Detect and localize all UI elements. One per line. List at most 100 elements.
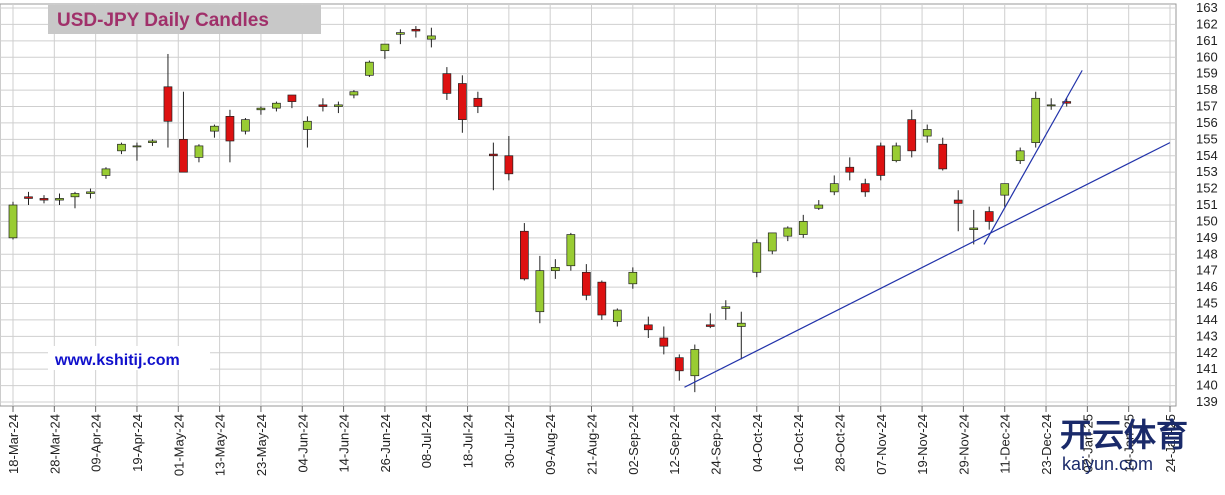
x-tick-label: 12-Sep-24 <box>667 414 682 475</box>
candle-body <box>520 230 529 280</box>
x-tick-label: 29-Nov-24 <box>956 414 971 475</box>
y-tick-label: 151 <box>1196 197 1218 212</box>
watermark-sub: kaiyun.com <box>1062 454 1153 474</box>
x-tick-label: 14-Jan-25 <box>1122 414 1137 473</box>
candle-body <box>1031 97 1041 143</box>
x-tick-label: 11-Dec-24 <box>998 414 1013 474</box>
x-tick-label: 14-Jun-24 <box>337 414 352 473</box>
candle-body <box>550 267 560 272</box>
watermark: 开云体育 <box>1060 417 1188 453</box>
candle-body <box>891 145 901 162</box>
y-tick-label: 162 <box>1196 16 1218 31</box>
x-tick-label: 23-Dec-24 <box>1039 414 1054 475</box>
plot <box>8 26 1171 393</box>
x-tick-label: 28-Oct-24 <box>832 414 847 472</box>
candle-body <box>907 119 917 152</box>
x-tick-label: 19-Apr-24 <box>130 414 145 472</box>
y-tick-label: 156 <box>1196 115 1218 130</box>
candle-body <box>504 155 514 175</box>
candle-body <box>845 166 855 173</box>
candle-body <box>489 153 498 157</box>
x-tick-label: 02-Sep-24 <box>626 414 641 475</box>
y-tick-label: 145 <box>1196 296 1218 311</box>
candle-body <box>411 28 421 32</box>
candle-body <box>241 119 250 132</box>
y-tick-label: 149 <box>1196 230 1218 245</box>
candle-body <box>938 143 948 170</box>
y-tick-label: 152 <box>1196 181 1218 196</box>
x-tick-label: 21-Aug-24 <box>585 414 600 475</box>
y-tick-label: 154 <box>1196 148 1218 163</box>
candle-body <box>736 322 746 327</box>
trend-line <box>684 142 1171 388</box>
candle-body <box>1015 150 1025 162</box>
x-tick-label: 08-Jul-24 <box>419 414 434 468</box>
x-tick-label: 01-May-24 <box>171 414 186 476</box>
candle-body <box>86 191 95 194</box>
y-tick-label: 159 <box>1196 66 1218 81</box>
candle-body <box>70 193 80 198</box>
candle-body <box>334 104 343 107</box>
y-tick-label: 157 <box>1196 99 1218 114</box>
candle-body <box>365 61 374 76</box>
candle-body <box>876 145 886 176</box>
candle-body <box>8 204 18 239</box>
y-tick-label: 148 <box>1196 246 1218 261</box>
candle-body <box>860 183 870 193</box>
candle-body <box>659 337 669 347</box>
candle-body <box>705 324 715 327</box>
x-tick-label: 13-May-24 <box>213 414 228 476</box>
x-tick-label: 07-Nov-24 <box>874 414 889 475</box>
candle-body <box>953 199 963 204</box>
title-box <box>48 5 321 34</box>
candle-body <box>39 198 49 201</box>
y-tick-label: 163 <box>1196 0 1218 15</box>
y-tick-label: 139 <box>1196 394 1218 409</box>
candle-body <box>612 309 622 322</box>
y-tick-label: 158 <box>1196 82 1218 97</box>
candle-body <box>163 86 173 122</box>
y-tick-label: 153 <box>1196 164 1218 179</box>
candle-body <box>132 145 142 148</box>
x-tick-label: 02-Jan-25 <box>1080 414 1095 473</box>
y-tick-label: 143 <box>1196 328 1218 343</box>
x-tick-label: 04-Jun-24 <box>295 414 310 473</box>
candle-body <box>287 94 297 102</box>
candle-body <box>272 102 281 109</box>
candle-body <box>535 270 545 313</box>
candle-body <box>969 227 979 230</box>
x-tick-label: 30-Jul-24 <box>502 414 517 468</box>
x-tick-label: 16-Oct-24 <box>791 414 806 472</box>
candle-body <box>690 349 700 377</box>
candle-body <box>55 198 64 201</box>
y-tick-label: 142 <box>1196 345 1218 360</box>
x-tick-label: 18-Mar-24 <box>6 414 21 474</box>
candle-body <box>101 168 111 176</box>
x-tick-label: 26-Jun-24 <box>378 414 393 473</box>
y-tick-label: 141 <box>1196 361 1218 376</box>
x-tick-label: 04-Oct-24 <box>750 414 765 472</box>
candle-body <box>566 234 576 267</box>
y-tick-label: 160 <box>1196 49 1218 64</box>
candle-body <box>1062 101 1072 104</box>
x-tick-label: 24-Sep-24 <box>708 414 723 475</box>
y-tick-label: 150 <box>1196 213 1218 228</box>
x-tick-label: 28-Mar-24 <box>47 414 62 474</box>
x-tick-label: 09-Apr-24 <box>89 414 104 472</box>
candle-body <box>396 32 405 35</box>
candle-body <box>225 115 235 142</box>
grid: 1391401411421431441451461471481491501511… <box>0 0 1218 476</box>
y-tick-label: 147 <box>1196 263 1218 278</box>
candle-body <box>442 73 452 94</box>
chart-title: USD-JPY Daily Candles <box>57 10 269 31</box>
x-tick-label: 24-Jan-25 <box>1163 414 1178 473</box>
x-tick-label: 18-Jul-24 <box>461 414 476 468</box>
y-tick-label: 161 <box>1196 33 1218 48</box>
y-tick-label: 146 <box>1196 279 1218 294</box>
candle-body <box>922 129 932 137</box>
candle-body <box>380 43 390 52</box>
candle-body <box>427 35 436 40</box>
candle-body <box>1046 104 1056 107</box>
x-tick-label: 23-May-24 <box>254 414 269 476</box>
